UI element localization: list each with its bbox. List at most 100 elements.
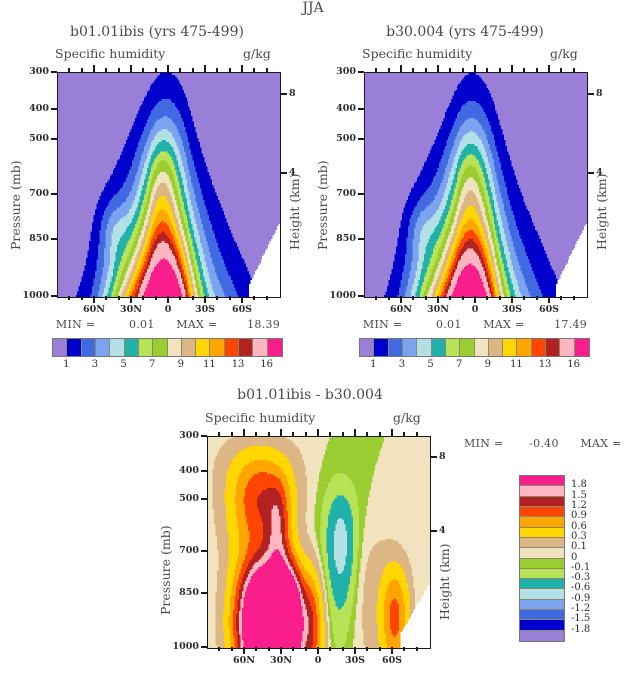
colorbar-tick-label: 13 bbox=[538, 359, 552, 370]
pressure-tick bbox=[51, 295, 57, 297]
colorbar-tick-label: -1.8 bbox=[571, 623, 591, 635]
colorbar-swatch bbox=[67, 339, 82, 356]
lat-tick-top bbox=[536, 68, 538, 72]
plot-area-right bbox=[364, 72, 588, 298]
lat-tick-top bbox=[216, 68, 218, 72]
colorbar-swatch bbox=[517, 339, 532, 356]
pressure-tick bbox=[358, 108, 364, 110]
lat-tick-top bbox=[93, 65, 95, 72]
colorbar-tick-label: 0.3 bbox=[571, 530, 587, 542]
max-label-left: MAX = bbox=[176, 318, 218, 331]
lat-tick-top bbox=[292, 432, 294, 436]
lat-tick-label: 30S bbox=[194, 304, 216, 315]
colorbar-tick-label: 1.2 bbox=[571, 499, 587, 511]
lat-tick-top bbox=[204, 65, 206, 72]
lat-tick-top bbox=[499, 68, 501, 72]
lat-tick-minor bbox=[329, 647, 331, 651]
minmax-diff: MIN = -0.40 MAX = 3.94 bbox=[464, 437, 637, 450]
colorbar-tick-label: 0.1 bbox=[571, 541, 587, 553]
colorbar-swatch bbox=[181, 339, 197, 356]
lat-tick-label: 60N bbox=[390, 304, 412, 315]
colorbar-tick-label: 13 bbox=[231, 359, 245, 370]
colorbar-swatch bbox=[520, 548, 564, 559]
lat-tick-major bbox=[130, 296, 132, 303]
lat-tick-minor bbox=[379, 647, 381, 651]
pressure-tick bbox=[201, 592, 207, 594]
lat-tick-label: 60N bbox=[233, 655, 255, 666]
colorbar-swatch bbox=[520, 486, 564, 497]
colorbar-swatch bbox=[520, 579, 564, 590]
pressure-tick bbox=[51, 238, 57, 240]
lat-tick-label: 60S bbox=[538, 304, 560, 315]
lat-tick-minor bbox=[342, 647, 344, 651]
pressure-tick-label: 700 bbox=[179, 545, 199, 556]
min-label-diff: MIN = bbox=[464, 437, 504, 450]
lat-tick-top bbox=[400, 65, 402, 72]
blanked-region bbox=[555, 224, 587, 297]
lat-tick-minor bbox=[449, 296, 451, 300]
lat-tick-minor bbox=[536, 296, 538, 300]
colorbar-swatch bbox=[167, 339, 182, 356]
lat-tick-minor bbox=[255, 647, 257, 651]
lat-tick-minor bbox=[366, 647, 368, 651]
colorbar-tick-label: 7 bbox=[456, 359, 463, 370]
lat-tick-label: 30N bbox=[270, 655, 292, 666]
lat-tick-minor bbox=[560, 296, 562, 300]
pressure-tick bbox=[201, 470, 207, 472]
colorbar-tick-label: 0.9 bbox=[571, 510, 587, 522]
lat-tick-top bbox=[179, 68, 181, 72]
colorbar-swatch bbox=[503, 339, 518, 356]
colorbar-swatch bbox=[520, 476, 564, 487]
contour-plot-right bbox=[365, 73, 587, 297]
lat-tick-top bbox=[231, 432, 233, 436]
lat-tick-label: 0 bbox=[164, 304, 172, 315]
colorbar-tick-label: 5 bbox=[120, 359, 127, 370]
lat-tick-top bbox=[403, 432, 405, 436]
lat-tick-major bbox=[391, 647, 393, 654]
lat-tick-top bbox=[329, 432, 331, 436]
lat-tick-top bbox=[548, 65, 550, 72]
lat-tick-major bbox=[93, 296, 95, 303]
lat-tick-top bbox=[366, 432, 368, 436]
contour-plot-left bbox=[58, 73, 280, 297]
pressure-tick bbox=[51, 138, 57, 140]
pressure-tick bbox=[51, 71, 57, 73]
height-tick bbox=[431, 530, 437, 532]
pressure-tick-label: 300 bbox=[179, 430, 199, 441]
lat-tick-top bbox=[280, 429, 282, 436]
lat-tick-minor bbox=[266, 296, 268, 300]
lat-tick-top bbox=[573, 68, 575, 72]
colorbar-swatch bbox=[431, 339, 446, 356]
pressure-tick bbox=[201, 498, 207, 500]
pressure-tick-label: 400 bbox=[29, 103, 49, 114]
lat-tick-top bbox=[560, 68, 562, 72]
lat-tick-top bbox=[255, 432, 257, 436]
units-label-left: g/kg bbox=[243, 46, 271, 61]
lat-tick-top bbox=[412, 68, 414, 72]
lat-tick-top bbox=[268, 432, 270, 436]
max-label-right: MAX = bbox=[483, 318, 525, 331]
pressure-tick-label: 700 bbox=[336, 188, 356, 199]
colorbar-swatch bbox=[520, 496, 564, 507]
lat-tick-major bbox=[167, 296, 169, 303]
lat-tick-minor bbox=[118, 296, 120, 300]
colorbar-tick-label: 1 bbox=[370, 359, 377, 370]
colorbar-tick-label: 9 bbox=[177, 359, 184, 370]
lat-tick-top bbox=[511, 65, 513, 72]
height-tick bbox=[588, 93, 594, 95]
lat-tick-top bbox=[167, 65, 169, 72]
lat-tick-major bbox=[243, 647, 245, 654]
contour-band bbox=[242, 549, 305, 648]
units-label-diff: g/kg bbox=[393, 410, 421, 425]
lat-tick-top bbox=[379, 432, 381, 436]
colorbar-swatch bbox=[53, 339, 68, 356]
lat-tick-minor bbox=[375, 296, 377, 300]
pressure-tick-label: 700 bbox=[29, 188, 49, 199]
colorbar-swatch bbox=[210, 339, 225, 356]
lat-tick-top bbox=[266, 68, 268, 72]
lat-tick-top bbox=[253, 68, 255, 72]
pressure-tick-label: 400 bbox=[179, 465, 199, 476]
lat-tick-minor bbox=[268, 647, 270, 651]
lat-tick-top bbox=[192, 68, 194, 72]
lat-tick-minor bbox=[416, 647, 418, 651]
